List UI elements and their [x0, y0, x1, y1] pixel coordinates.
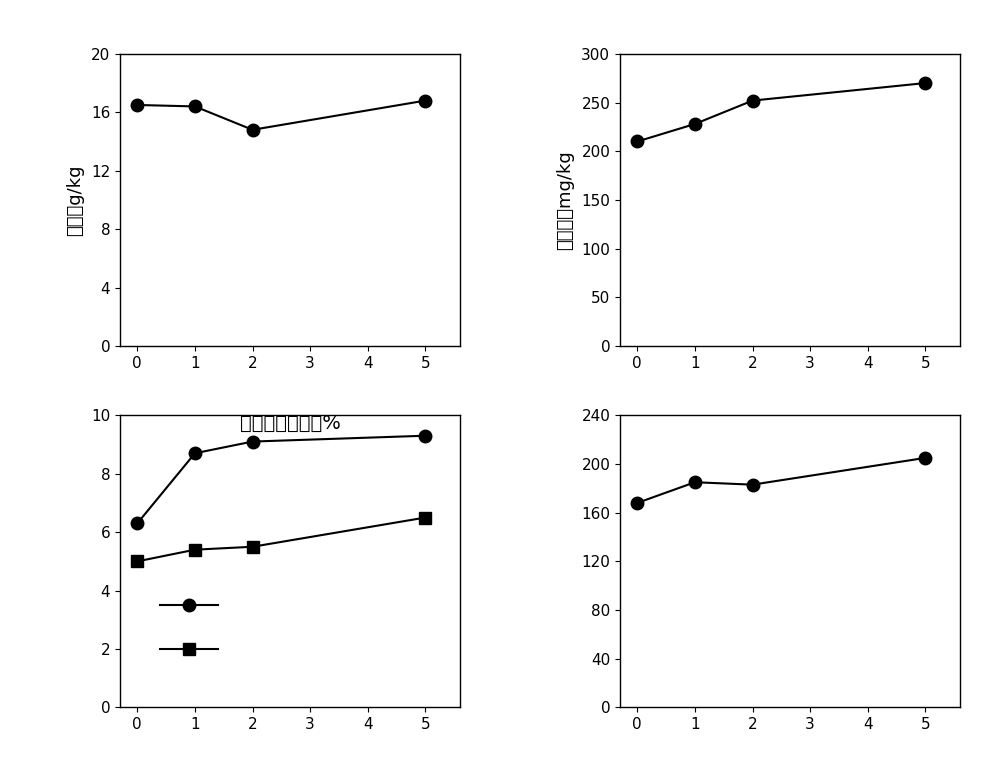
Y-axis label: 有效磷，mg/kg: 有效磷，mg/kg	[556, 150, 574, 250]
Y-axis label: 全氮，g/kg: 全氮，g/kg	[66, 165, 84, 235]
Text: 生物质炭含量，%: 生物质炭含量，%	[240, 414, 340, 432]
